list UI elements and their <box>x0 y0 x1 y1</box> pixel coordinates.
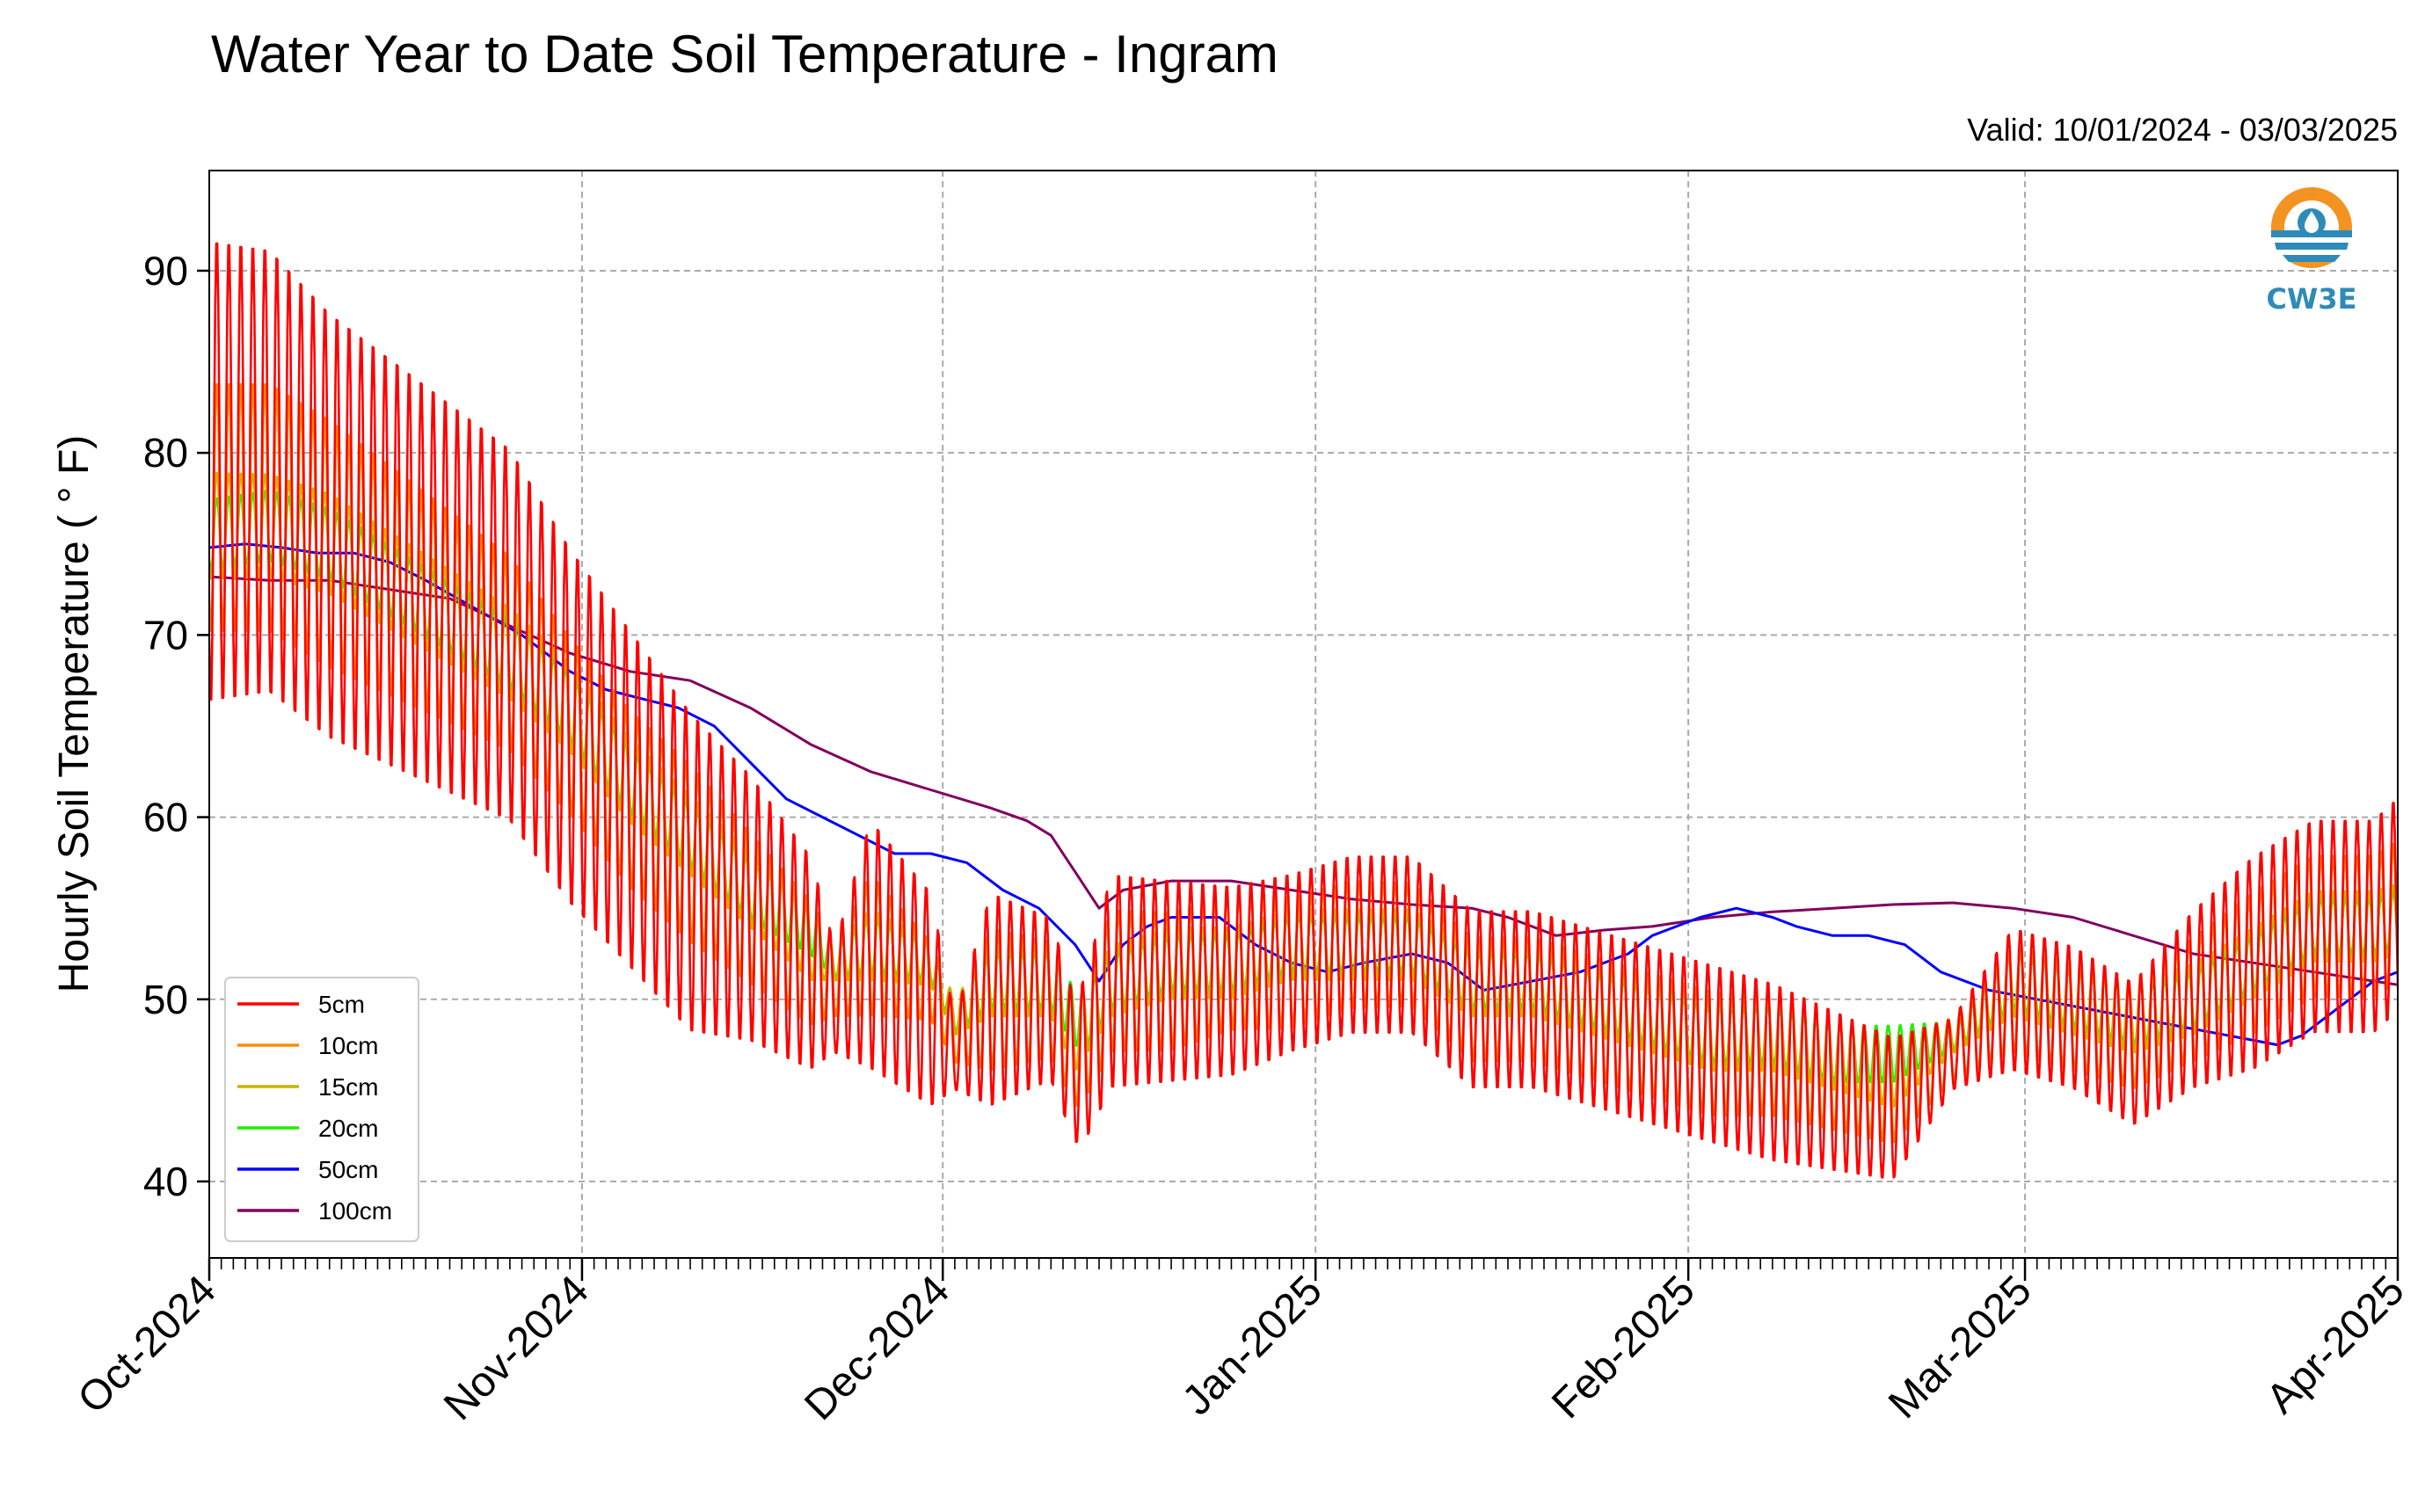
x-tick-label: Feb-2025 <box>1543 1267 1704 1428</box>
cw3e-logo-drop-icon <box>2305 211 2319 233</box>
legend: 5cm 10cm 15cm 20cm 50cm 100cm <box>224 977 419 1242</box>
y-tick-label: 80 <box>143 430 188 476</box>
legend-label-20cm: 20cm <box>318 1115 378 1142</box>
y-tick-label: 40 <box>143 1159 188 1204</box>
legend-label-15cm: 15cm <box>318 1073 378 1101</box>
x-tick-label: Jan-2025 <box>1174 1267 1331 1424</box>
x-tick-label: Mar-2025 <box>1880 1267 2041 1428</box>
valid-date-range: Valid: 10/01/2024 - 03/03/2025 <box>1967 112 2398 148</box>
x-tick-label: Oct-2024 <box>69 1267 225 1422</box>
legend-box <box>224 977 419 1242</box>
y-tick-label: 50 <box>143 977 188 1022</box>
cw3e-logo-wave <box>2275 243 2349 250</box>
x-tick-label: Apr-2025 <box>2258 1267 2414 1422</box>
legend-label-10cm: 10cm <box>318 1032 378 1059</box>
legend-label-50cm: 50cm <box>318 1156 378 1183</box>
cw3e-logo-text: CW3E <box>2267 282 2357 316</box>
chart-title: Water Year to Date Soil Temperature - In… <box>211 25 1278 84</box>
cw3e-logo-wave <box>2283 255 2341 262</box>
cw3e-logo: CW3E <box>2267 187 2357 316</box>
series-line-5cm <box>209 242 2398 1179</box>
series-line-20cm <box>209 490 2398 1084</box>
series-line-100cm <box>209 575 2398 986</box>
y-tick-label: 90 <box>143 248 188 294</box>
series-lines <box>209 242 2398 1179</box>
legend-label-5cm: 5cm <box>318 991 365 1018</box>
x-tick-label: Dec-2024 <box>796 1267 958 1429</box>
y-tick-label: 60 <box>143 795 188 840</box>
legend-label-100cm: 100cm <box>318 1197 392 1225</box>
y-tick-label: 70 <box>143 612 188 658</box>
y-axis-label: Hourly Soil Temperature ( ° F) <box>51 435 98 993</box>
x-tick-label: Nov-2024 <box>435 1267 598 1429</box>
